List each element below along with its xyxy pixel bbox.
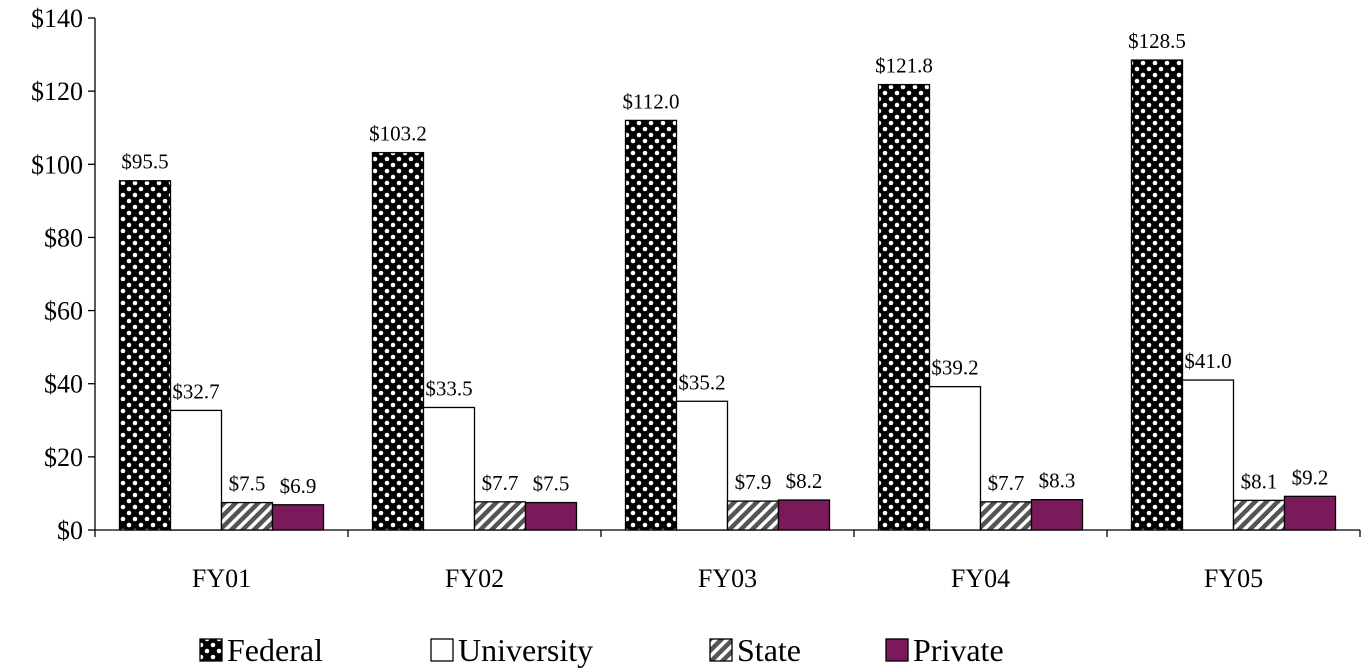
bar-university-fy04 — [928, 385, 982, 531]
bar-state-fy04 — [979, 501, 1033, 531]
data-label: $7.9 — [735, 470, 772, 494]
y-tick-label: $20 — [44, 443, 83, 472]
data-label: $8.1 — [1241, 469, 1278, 493]
data-label: $7.7 — [482, 471, 519, 495]
bar-state-fy02 — [473, 501, 527, 531]
bar-federal-fy03 — [624, 119, 678, 531]
y-tick-label: $0 — [57, 516, 83, 545]
x-tick-label: FY03 — [698, 564, 757, 593]
legend-swatch-federal — [199, 638, 223, 662]
bar-federal-fy01 — [118, 180, 172, 531]
x-tick-label: FY05 — [1204, 564, 1263, 593]
legend: Federal University State Private — [199, 632, 1004, 668]
x-tick-label: FY02 — [445, 564, 504, 593]
data-labels: $95.5 $32.7 $7.5 $6.9 $103.2 $33.5 $7.7 $7.5 $11… — [121, 29, 1328, 498]
bar-state-fy01 — [220, 501, 274, 531]
axes: $0 $20 $40 $60 $80 $100 $120 $140 FY01 FY02 FY03 FY… — [31, 4, 1361, 593]
legend-swatch-private — [885, 638, 909, 662]
data-label: $41.0 — [1184, 349, 1231, 373]
data-label: $9.2 — [1292, 465, 1329, 489]
y-tick-label: $60 — [44, 297, 83, 326]
data-label: $39.2 — [931, 356, 978, 380]
data-label: $7.5 — [229, 472, 266, 496]
x-tick-label: FY04 — [951, 564, 1010, 593]
bar-private-fy03 — [777, 499, 831, 531]
bar-university-fy01 — [169, 409, 223, 531]
legend-label-federal: Federal — [227, 632, 323, 668]
y-tick-label: $140 — [31, 4, 83, 33]
data-label: $32.7 — [172, 379, 219, 403]
bar-university-fy03 — [675, 400, 729, 531]
bar-federal-fy02 — [371, 151, 425, 531]
data-label: $112.0 — [623, 89, 680, 113]
bar-federal-fy05 — [1130, 59, 1184, 531]
bar-university-fy05 — [1181, 379, 1235, 531]
data-label: $128.5 — [1128, 29, 1186, 53]
y-tick-label: $80 — [44, 223, 83, 252]
data-label: $121.8 — [875, 54, 933, 78]
bar-university-fy02 — [422, 406, 476, 531]
y-tick-label: $120 — [31, 77, 83, 106]
data-label: $8.3 — [1039, 469, 1076, 493]
data-label: $103.2 — [369, 122, 427, 146]
data-label: $8.2 — [786, 469, 823, 493]
bar-private-fy02 — [524, 501, 578, 531]
bar-private-fy01 — [271, 504, 325, 531]
legend-swatch-state — [709, 638, 733, 662]
legend-swatch-university — [430, 638, 454, 662]
bars — [118, 59, 1337, 531]
legend-label-university: University — [458, 632, 593, 668]
data-label: $35.2 — [678, 370, 725, 394]
data-label: $7.5 — [533, 472, 570, 496]
legend-label-private: Private — [913, 632, 1004, 668]
data-label: $33.5 — [425, 376, 472, 400]
bar-private-fy04 — [1030, 498, 1084, 531]
x-tick-label: FY01 — [192, 564, 251, 593]
data-label: $6.9 — [280, 474, 317, 498]
legend-label-state: State — [737, 632, 801, 668]
data-label: $7.7 — [988, 471, 1025, 495]
bar-private-fy05 — [1283, 495, 1337, 531]
data-label: $95.5 — [121, 150, 168, 174]
bar-state-fy05 — [1232, 499, 1286, 531]
bar-federal-fy04 — [877, 83, 931, 531]
bar-state-fy03 — [726, 500, 780, 531]
y-tick-label: $100 — [31, 150, 83, 179]
y-tick-label: $40 — [44, 370, 83, 399]
